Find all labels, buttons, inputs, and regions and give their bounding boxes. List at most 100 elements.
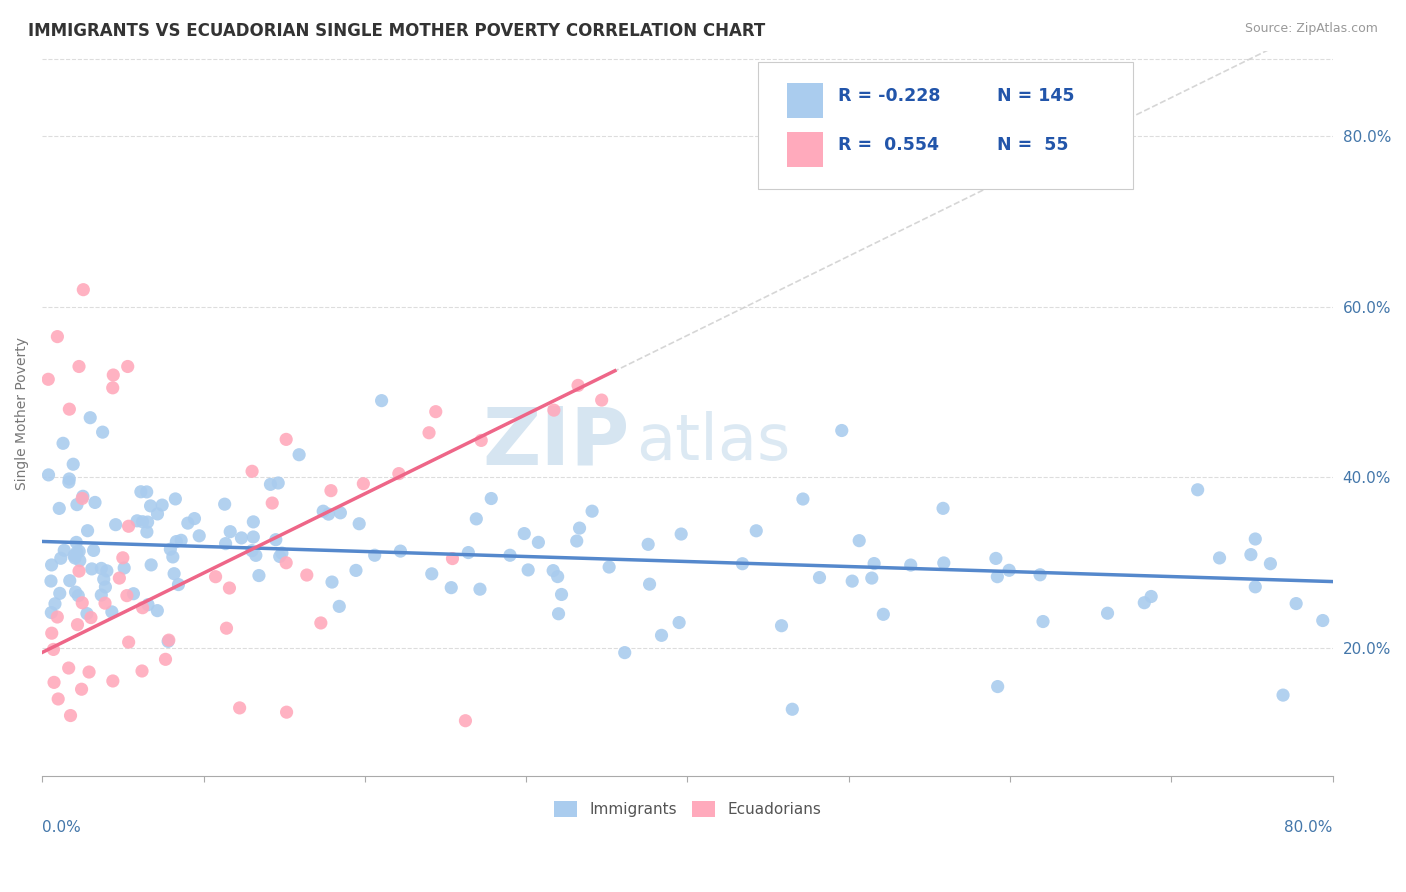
- Point: [264, 533, 287, 547]
- Point: [598, 560, 620, 574]
- Point: [150, 498, 173, 512]
- Point: [262, 496, 284, 510]
- Text: R =  0.554: R = 0.554: [838, 136, 939, 154]
- Point: [58, 472, 80, 486]
- Point: [454, 714, 477, 728]
- Point: [41, 606, 63, 620]
- Point: [770, 618, 793, 632]
- Point: [638, 577, 661, 591]
- Point: [136, 598, 159, 612]
- Point: [38, 467, 60, 482]
- Point: [155, 652, 177, 666]
- Point: [141, 558, 163, 572]
- Point: [792, 491, 814, 506]
- Point: [52, 436, 75, 450]
- Point: [1244, 532, 1267, 546]
- Point: [269, 549, 291, 564]
- Point: [59, 708, 82, 723]
- Point: [65, 585, 87, 599]
- Point: [122, 587, 145, 601]
- Point: [77, 665, 100, 679]
- Point: [276, 433, 298, 447]
- Point: [1187, 483, 1209, 497]
- Point: [135, 524, 157, 539]
- Point: [104, 517, 127, 532]
- Point: [170, 533, 193, 548]
- Point: [129, 484, 152, 499]
- Point: [581, 504, 603, 518]
- Point: [276, 705, 298, 719]
- Point: [131, 515, 153, 529]
- Point: [513, 526, 536, 541]
- Point: [328, 599, 350, 614]
- Point: [479, 491, 502, 506]
- Point: [987, 680, 1010, 694]
- Text: ZIP: ZIP: [482, 403, 630, 482]
- Point: [1032, 615, 1054, 629]
- Point: [312, 504, 335, 518]
- Text: N =  55: N = 55: [997, 136, 1069, 154]
- Point: [591, 393, 613, 408]
- Point: [470, 434, 492, 448]
- Point: [159, 542, 181, 557]
- Point: [94, 596, 117, 610]
- Point: [932, 556, 955, 570]
- Point: [214, 497, 236, 511]
- Text: 0.0%: 0.0%: [42, 820, 82, 835]
- Point: [83, 543, 105, 558]
- Point: [80, 562, 103, 576]
- Point: [270, 546, 292, 560]
- Point: [219, 524, 242, 539]
- Text: Source: ZipAtlas.com: Source: ZipAtlas.com: [1244, 22, 1378, 36]
- Point: [499, 548, 522, 562]
- Legend: Immigrants, Ecuadorians: Immigrants, Ecuadorians: [548, 795, 827, 823]
- Point: [517, 563, 540, 577]
- Point: [165, 491, 187, 506]
- FancyBboxPatch shape: [787, 132, 823, 167]
- Point: [745, 524, 768, 538]
- Point: [66, 545, 89, 559]
- Point: [42, 675, 65, 690]
- Point: [782, 702, 804, 716]
- Point: [440, 581, 463, 595]
- Text: N = 145: N = 145: [997, 87, 1074, 105]
- Point: [1272, 688, 1295, 702]
- Text: atlas: atlas: [636, 411, 790, 474]
- Point: [1244, 580, 1267, 594]
- Point: [72, 489, 94, 503]
- Point: [1133, 596, 1156, 610]
- Point: [146, 507, 169, 521]
- Point: [214, 536, 236, 550]
- Point: [90, 561, 112, 575]
- Point: [101, 605, 124, 619]
- Point: [352, 476, 374, 491]
- Point: [58, 475, 80, 489]
- Point: [127, 514, 149, 528]
- Point: [228, 701, 250, 715]
- Point: [650, 628, 672, 642]
- Point: [70, 491, 93, 506]
- Point: [329, 506, 352, 520]
- Point: [49, 586, 72, 600]
- Point: [67, 544, 90, 558]
- Point: [465, 512, 488, 526]
- Point: [240, 543, 263, 558]
- Point: [80, 610, 103, 624]
- Point: [425, 405, 447, 419]
- Y-axis label: Single Mother Poverty: Single Mother Poverty: [15, 337, 30, 490]
- Point: [319, 483, 342, 498]
- Point: [67, 564, 90, 578]
- Point: [111, 550, 134, 565]
- Point: [808, 570, 831, 584]
- Point: [872, 607, 894, 622]
- Point: [267, 475, 290, 490]
- Point: [93, 572, 115, 586]
- Point: [388, 467, 411, 481]
- Point: [63, 549, 86, 563]
- Point: [841, 574, 863, 588]
- FancyBboxPatch shape: [787, 83, 823, 118]
- Point: [550, 587, 572, 601]
- Point: [37, 372, 59, 386]
- Point: [65, 535, 87, 549]
- Point: [321, 575, 343, 590]
